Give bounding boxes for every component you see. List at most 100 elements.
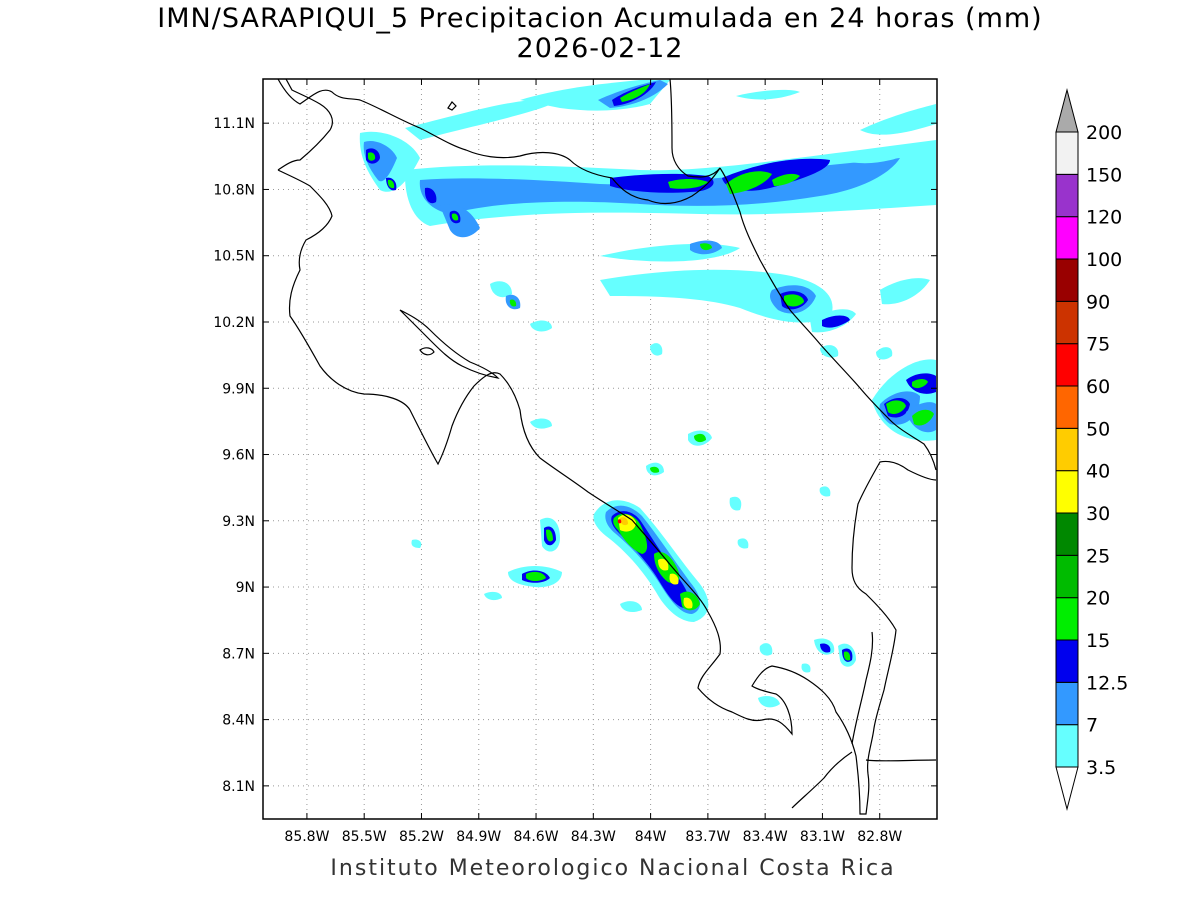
lat-tick-label: 10.5N xyxy=(213,249,255,265)
precip-area-green xyxy=(451,213,459,221)
lon-tick-label: 83.4W xyxy=(743,829,788,845)
lat-tick-label: 10.2N xyxy=(213,315,255,331)
colorbar-under-arrow xyxy=(1055,766,1079,811)
lon-tick-label: 85.8W xyxy=(284,829,329,845)
lat-tick-label: 9N xyxy=(236,580,255,596)
colorbar-label: 150 xyxy=(1086,164,1122,186)
precip-area-light xyxy=(736,89,800,100)
colorbar-swatch xyxy=(1055,258,1079,302)
precip-area-light xyxy=(650,343,663,356)
colorbar-swatch xyxy=(1055,639,1079,683)
colorbar-label: 15 xyxy=(1086,630,1110,652)
lon-tick-label: 83.7W xyxy=(685,829,730,845)
colorbar-label: 60 xyxy=(1086,376,1110,398)
precip-area-green xyxy=(509,299,517,307)
lat-tick-label: 11.1N xyxy=(213,116,255,132)
lat-tick-label: 10.8N xyxy=(213,182,255,198)
colorbar-swatch xyxy=(1055,512,1079,556)
colorbar-swatch xyxy=(1055,173,1079,218)
precip-area-light xyxy=(484,591,502,601)
precip-area-light xyxy=(490,281,512,298)
lon-tick-label: 84.6W xyxy=(514,829,559,845)
map-frame xyxy=(262,78,938,820)
precip-area-green xyxy=(387,179,395,189)
precip-area-light xyxy=(530,320,552,332)
lon-tick-label: 84W xyxy=(635,829,667,845)
map-gridlines xyxy=(263,79,937,819)
lon-tick-label: 83.1W xyxy=(800,829,845,845)
precip-area-green xyxy=(912,409,934,426)
precip-area-green xyxy=(772,173,800,186)
colorbar-label: 75 xyxy=(1086,334,1110,356)
precip-area-green xyxy=(843,651,851,661)
precip-area-yellow xyxy=(658,558,669,571)
colorbar-swatch xyxy=(1055,343,1079,387)
precip-area-green xyxy=(546,529,553,542)
colorbar-label: 25 xyxy=(1086,545,1110,567)
precip-area-light xyxy=(620,601,642,612)
precip-area-strong xyxy=(424,187,437,204)
precip-area-green xyxy=(784,294,804,307)
precip-area-light xyxy=(600,269,833,323)
precip-area-light xyxy=(876,347,893,360)
precip-area-light xyxy=(737,538,749,549)
colorbar-label: 12.5 xyxy=(1086,672,1128,694)
colorbar-swatch xyxy=(1055,131,1079,175)
colorbar-swatch xyxy=(1055,216,1079,260)
precip-area-light xyxy=(840,146,920,164)
colorbar-swatch xyxy=(1055,554,1079,599)
lat-tick-label: 9.3N xyxy=(222,514,255,530)
precip-area-green xyxy=(726,171,772,194)
precip-area-green xyxy=(650,466,660,473)
colorbar-label: 200 xyxy=(1086,122,1122,144)
map-date: 2026-02-12 xyxy=(516,33,684,64)
colorbar-label: 30 xyxy=(1086,503,1110,525)
colorbar-swatch xyxy=(1055,681,1079,726)
map-axes: 85.8W 85.5W 85.2W 84.9W 84.6W 84.3W 84W 83.7W 83… xyxy=(213,79,937,845)
colorbar-label: 3.5 xyxy=(1086,757,1116,779)
precip-area-green xyxy=(368,152,376,161)
precip-area-yellow xyxy=(683,597,693,609)
lon-tick-label: 84.9W xyxy=(456,829,501,845)
map-title: IMN/SARAPIQUI_5 Precipitacion Acumulada … xyxy=(157,3,1043,34)
colorbar-label: 40 xyxy=(1086,461,1110,483)
lat-tick-label: 8.7N xyxy=(222,646,255,662)
lon-tick-label: 82.8W xyxy=(857,829,902,845)
colorbar-swatch xyxy=(1055,300,1079,345)
precip-area-green xyxy=(668,179,708,189)
precip-area-orange xyxy=(620,517,628,526)
colorbar-label: 120 xyxy=(1086,207,1122,229)
precip-area-light xyxy=(758,696,780,708)
colorbar-over-arrow xyxy=(1055,88,1079,133)
colorbar-swatch xyxy=(1055,427,1079,472)
precip-area-light xyxy=(729,496,742,511)
precip-area-green xyxy=(694,433,706,443)
precip-area-light xyxy=(880,278,930,305)
precip-area-strong xyxy=(820,643,831,653)
precip-area-green xyxy=(700,243,712,251)
colorbar-label: 7 xyxy=(1086,715,1098,737)
precip-area-light xyxy=(530,418,552,429)
colorbar-label: 90 xyxy=(1086,291,1110,313)
precip-area-light xyxy=(411,539,422,548)
lat-tick-label: 9.6N xyxy=(222,448,255,464)
precip-area-strong xyxy=(822,315,850,328)
colorbar-label: 100 xyxy=(1086,249,1122,271)
lat-tick-label: 8.4N xyxy=(222,713,255,729)
precip-area-light xyxy=(759,643,773,656)
colorbar-label: 20 xyxy=(1086,588,1110,610)
lon-tick-label: 84.3W xyxy=(571,829,616,845)
precip-area-light xyxy=(860,104,936,135)
precip-area-green xyxy=(912,379,928,389)
lat-tick-label: 8.1N xyxy=(222,779,255,795)
footer-credit: Instituto Meteorologico Nacional Costa R… xyxy=(330,856,896,881)
lon-tick-label: 85.2W xyxy=(399,829,444,845)
precip-area-green xyxy=(620,84,650,102)
colorbar-label: 50 xyxy=(1086,418,1110,440)
colorbar-swatch xyxy=(1055,724,1079,768)
precip-area-green xyxy=(886,400,906,414)
coastline-borders xyxy=(277,79,937,815)
precip-area-yellow xyxy=(669,573,679,585)
precip-area-light xyxy=(405,99,560,140)
